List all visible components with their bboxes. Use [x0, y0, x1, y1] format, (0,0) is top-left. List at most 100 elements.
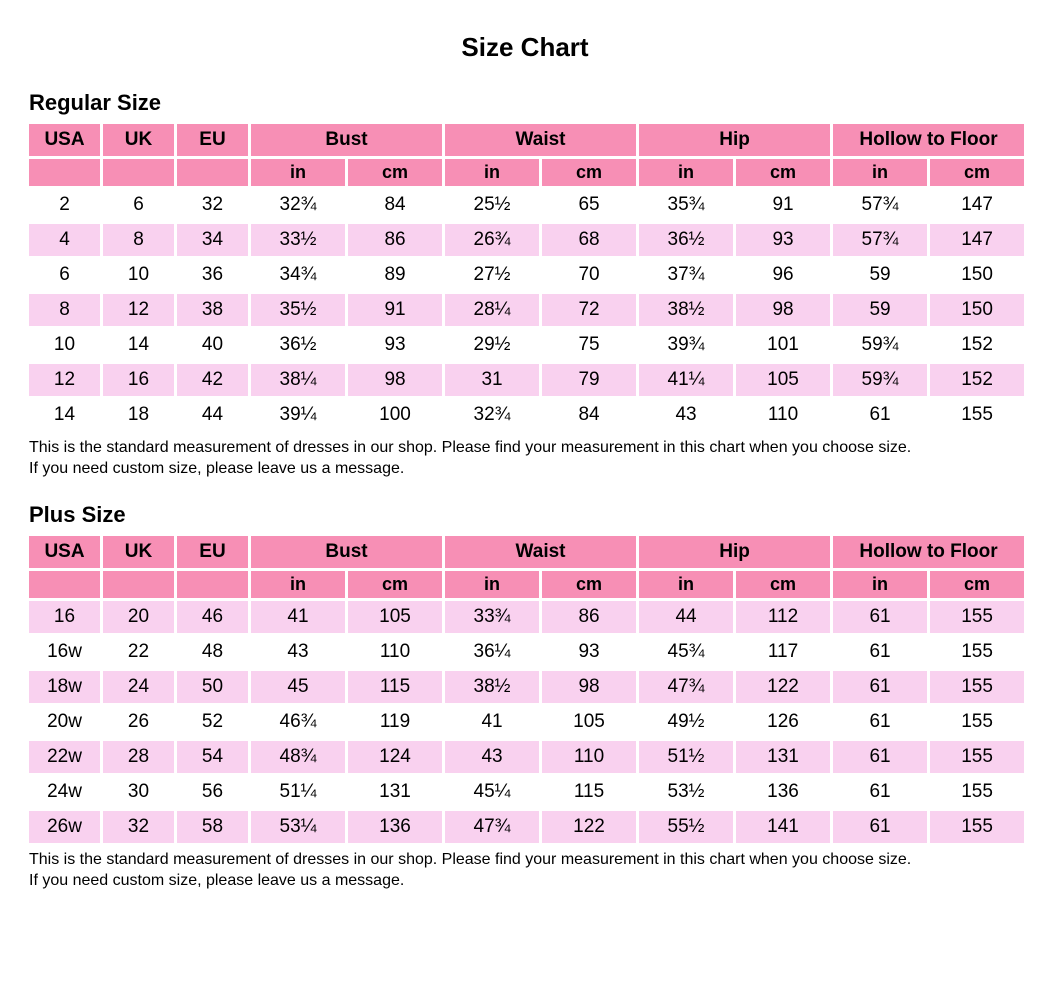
subheader-bust-in: in: [251, 571, 345, 598]
size-cell: 122: [736, 671, 831, 703]
table-row: 26w 32 58 53¼ 136 47¾ 122 55½ 141 61 155: [29, 811, 1025, 843]
size-cell: 61: [833, 601, 928, 633]
subheader-waist-in: in: [445, 571, 540, 598]
size-cell: 98: [736, 294, 831, 326]
size-cell: 26w: [29, 811, 100, 843]
size-cell: 36¼: [445, 636, 540, 668]
size-cell: 65: [542, 189, 637, 221]
size-cell: 38½: [445, 671, 540, 703]
size-cell: 18: [103, 399, 174, 431]
size-cell: 34: [177, 224, 248, 256]
subheader-hip-in: in: [639, 571, 734, 598]
size-cell: 101: [736, 329, 831, 361]
table-row: 2 6 32 32¾ 84 25½ 65 35¾ 91 57¾ 147: [29, 189, 1025, 221]
col-header-waist: Waist: [445, 536, 637, 568]
size-cell: 98: [542, 671, 637, 703]
size-cell: 44: [639, 601, 734, 633]
table-header-row: USA UK EU Bust Waist Hip Hollow to Floor: [29, 124, 1025, 156]
size-cell: 51½: [639, 741, 734, 773]
size-cell: 44: [177, 399, 248, 431]
size-cell: 16w: [29, 636, 100, 668]
subheader-hip-cm: cm: [736, 159, 831, 186]
size-cell: 4: [29, 224, 100, 256]
size-cell: 34¾: [251, 259, 345, 291]
size-cell: 45¼: [445, 776, 540, 808]
size-cell: 41: [445, 706, 540, 738]
size-cell: 147: [930, 224, 1025, 256]
size-cell: 155: [930, 671, 1025, 703]
subheader-spacer: [29, 159, 100, 186]
size-cell: 105: [348, 601, 443, 633]
size-cell: 28¼: [445, 294, 540, 326]
col-header-uk: UK: [103, 124, 174, 156]
size-cell: 45¾: [639, 636, 734, 668]
size-cell: 61: [833, 811, 928, 843]
size-cell: 25½: [445, 189, 540, 221]
size-cell: 16: [29, 601, 100, 633]
table-row: 18w 24 50 45 115 38½ 98 47¾ 122 61 155: [29, 671, 1025, 703]
col-header-uk: UK: [103, 536, 174, 568]
subheader-spacer: [177, 571, 248, 598]
size-cell: 112: [736, 601, 831, 633]
col-header-bust: Bust: [251, 124, 443, 156]
size-cell: 136: [348, 811, 443, 843]
size-cell: 147: [930, 189, 1025, 221]
size-cell: 39¾: [639, 329, 734, 361]
size-cell: 14: [103, 329, 174, 361]
subheader-bust-in: in: [251, 159, 345, 186]
subheader-hollow-cm: cm: [930, 571, 1025, 598]
size-cell: 46¾: [251, 706, 345, 738]
table-row: 4 8 34 33½ 86 26¾ 68 36½ 93 57¾ 147: [29, 224, 1025, 256]
subheader-waist-in: in: [445, 159, 540, 186]
size-cell: 24: [103, 671, 174, 703]
note-line-2: If you need custom size, please leave us…: [29, 872, 405, 889]
size-cell: 59: [833, 259, 928, 291]
size-cell: 155: [930, 399, 1025, 431]
size-cell: 38: [177, 294, 248, 326]
size-cell: 131: [736, 741, 831, 773]
size-cell: 117: [736, 636, 831, 668]
size-cell: 37¾: [639, 259, 734, 291]
regular-size-heading: Regular Size: [29, 90, 162, 115]
size-cell: 155: [930, 636, 1025, 668]
size-cell: 39¼: [251, 399, 345, 431]
table-row: 16 20 46 41 105 33¾ 86 44 112 61 155: [29, 601, 1025, 633]
size-cell: 14: [29, 399, 100, 431]
col-header-hollow-to-floor: Hollow to Floor: [833, 124, 1025, 156]
subheader-hollow-cm: cm: [930, 159, 1025, 186]
size-cell: 6: [103, 189, 174, 221]
size-cell: 89: [348, 259, 443, 291]
size-cell: 59¾: [833, 364, 928, 396]
size-cell: 43: [251, 636, 345, 668]
size-cell: 50: [177, 671, 248, 703]
col-header-hip: Hip: [639, 124, 831, 156]
table-row: 10 14 40 36½ 93 29½ 75 39¾ 101 59¾ 152: [29, 329, 1025, 361]
size-cell: 57¾: [833, 189, 928, 221]
size-cell: 24w: [29, 776, 100, 808]
size-cell: 61: [833, 671, 928, 703]
size-cell: 152: [930, 329, 1025, 361]
size-cell: 152: [930, 364, 1025, 396]
col-header-hip: Hip: [639, 536, 831, 568]
size-cell: 27½: [445, 259, 540, 291]
size-cell: 40: [177, 329, 248, 361]
regular-size-section: Regular Size USA UK EU Bust Waist Hip Ho…: [26, 62, 1025, 479]
size-cell: 110: [542, 741, 637, 773]
size-cell: 43: [639, 399, 734, 431]
size-cell: 55½: [639, 811, 734, 843]
size-cell: 150: [930, 294, 1025, 326]
size-cell: 10: [103, 259, 174, 291]
regular-table-body: 2 6 32 32¾ 84 25½ 65 35¾ 91 57¾ 147 4 8 34 33½ 86 26¾ 68 3…: [29, 189, 1025, 431]
size-cell: 42: [177, 364, 248, 396]
size-cell: 26: [103, 706, 174, 738]
size-cell: 33½: [251, 224, 345, 256]
size-cell: 10: [29, 329, 100, 361]
size-cell: 72: [542, 294, 637, 326]
measurement-note: This is the standard measurement of dres…: [26, 846, 1024, 891]
plus-size-table: USA UK EU Bust Waist Hip Hollow to Floor…: [26, 533, 1027, 846]
measurement-note: This is the standard measurement of dres…: [26, 434, 1024, 479]
size-cell: 32¾: [445, 399, 540, 431]
size-cell: 43: [445, 741, 540, 773]
size-cell: 110: [736, 399, 831, 431]
col-header-waist: Waist: [445, 124, 637, 156]
